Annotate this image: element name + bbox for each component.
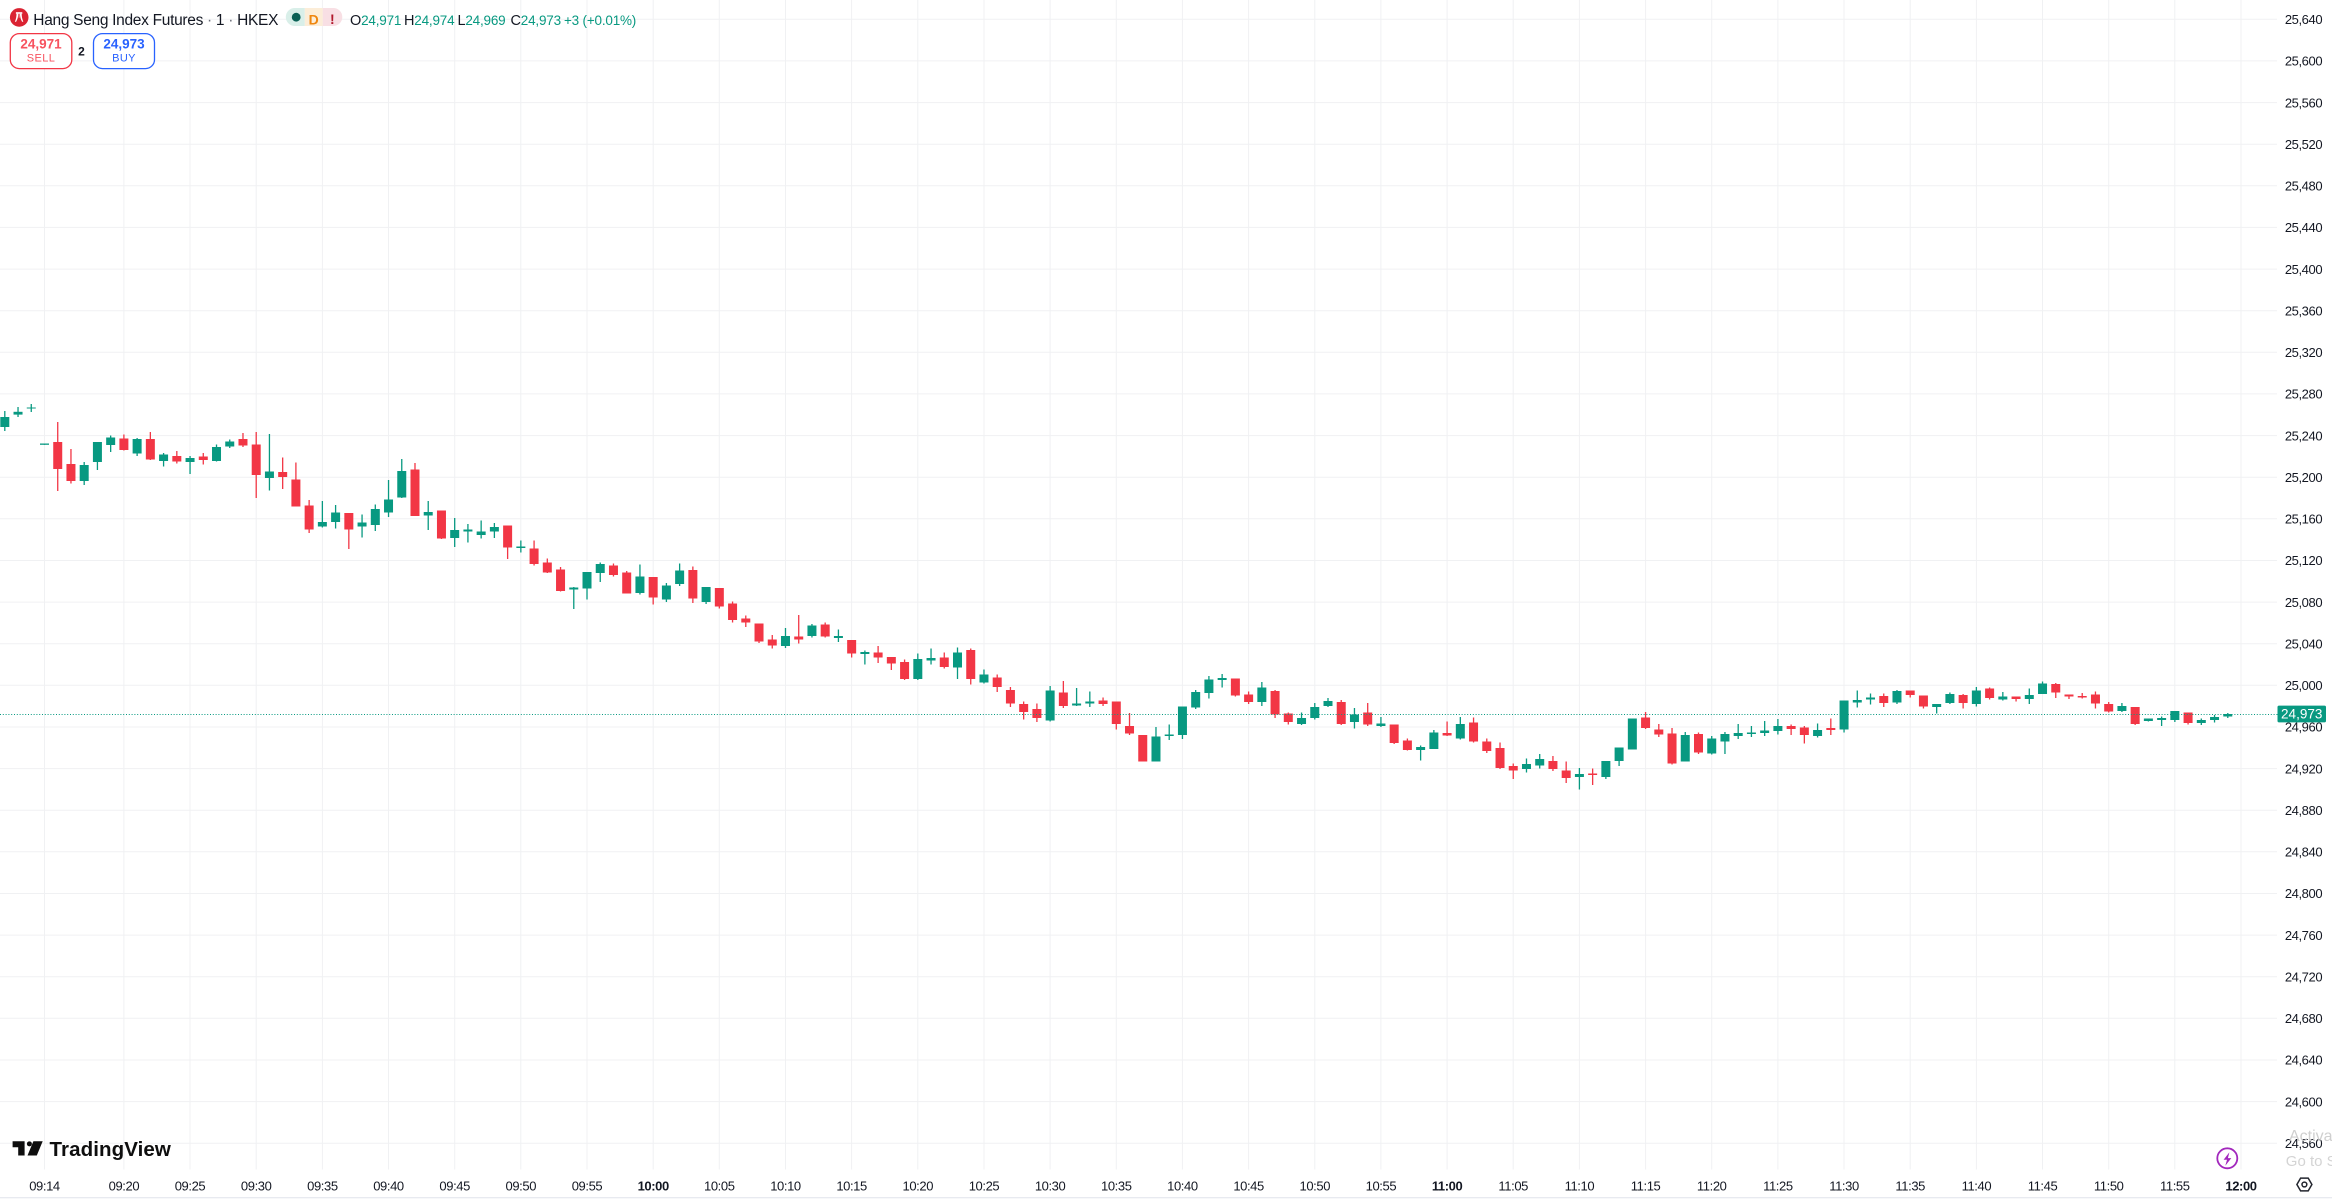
svg-text:Hang Seng Index Futures · 1 ·: Hang Seng Index Futures · 1 · HKEX: [33, 12, 279, 29]
svg-text:24,720: 24,720: [2285, 969, 2323, 984]
svg-text:25,000: 25,000: [2285, 678, 2323, 693]
svg-text:25,080: 25,080: [2285, 595, 2323, 610]
svg-text:10:50: 10:50: [1300, 1179, 1331, 1194]
svg-text:09:45: 09:45: [439, 1179, 470, 1194]
svg-text:L24,969: L24,969: [458, 13, 506, 29]
svg-text:09:35: 09:35: [307, 1179, 338, 1194]
svg-text:SELL: SELL: [27, 53, 56, 65]
svg-text:24,973: 24,973: [2281, 707, 2322, 722]
svg-text:25,440: 25,440: [2285, 220, 2323, 235]
svg-text:11:50: 11:50: [2094, 1179, 2124, 1194]
svg-text:24,971: 24,971: [20, 37, 62, 52]
svg-text:25,160: 25,160: [2285, 512, 2323, 527]
svg-text:10:30: 10:30: [1035, 1179, 1066, 1194]
svg-text:11:00: 11:00: [1432, 1179, 1463, 1194]
svg-text:11:10: 11:10: [1565, 1179, 1595, 1194]
svg-text:25,320: 25,320: [2285, 345, 2323, 360]
svg-text:Go to Settings to activate: Go to Settings to activate: [2286, 1153, 2332, 1170]
svg-text:09:25: 09:25: [175, 1179, 206, 1194]
svg-text:11:20: 11:20: [1697, 1179, 1727, 1194]
svg-text:24,920: 24,920: [2285, 761, 2323, 776]
svg-text:D: D: [309, 11, 319, 27]
svg-text:25,240: 25,240: [2285, 428, 2323, 443]
svg-text:11:55: 11:55: [2160, 1179, 2190, 1194]
svg-text:+3 (+0.01%): +3 (+0.01%): [564, 13, 636, 28]
svg-text:25,360: 25,360: [2285, 303, 2323, 318]
svg-text:10:00: 10:00: [638, 1179, 669, 1194]
svg-text:10:25: 10:25: [969, 1179, 1000, 1194]
svg-text:09:40: 09:40: [373, 1179, 404, 1194]
svg-text:09:55: 09:55: [572, 1179, 603, 1194]
svg-text:11:05: 11:05: [1498, 1179, 1528, 1194]
svg-text:10:15: 10:15: [836, 1179, 867, 1194]
svg-text:25,600: 25,600: [2285, 54, 2323, 69]
svg-text:24,600: 24,600: [2285, 1094, 2323, 1109]
svg-text:09:50: 09:50: [506, 1179, 537, 1194]
svg-text:12:00: 12:00: [2225, 1179, 2256, 1194]
svg-text:25,040: 25,040: [2285, 636, 2323, 651]
svg-text:BUY: BUY: [112, 53, 136, 65]
svg-text:11:25: 11:25: [1763, 1179, 1793, 1194]
svg-text:25,520: 25,520: [2285, 137, 2323, 152]
svg-text:24,960: 24,960: [2285, 720, 2323, 735]
svg-text:24,840: 24,840: [2285, 845, 2323, 860]
svg-text:10:55: 10:55: [1366, 1179, 1397, 1194]
svg-text:10:10: 10:10: [770, 1179, 801, 1194]
svg-text:25,480: 25,480: [2285, 179, 2323, 194]
svg-text:2: 2: [78, 44, 85, 58]
svg-text:24,760: 24,760: [2285, 928, 2323, 943]
svg-text:25,560: 25,560: [2285, 95, 2323, 110]
svg-text:24,640: 24,640: [2285, 1053, 2323, 1068]
svg-text:25,640: 25,640: [2285, 12, 2323, 27]
svg-text:11:30: 11:30: [1829, 1179, 1859, 1194]
svg-text:10:20: 10:20: [903, 1179, 934, 1194]
svg-text:Activate Windows: Activate Windows: [2289, 1128, 2332, 1145]
svg-text:25,280: 25,280: [2285, 387, 2323, 402]
svg-text:09:30: 09:30: [241, 1179, 272, 1194]
svg-text:09:20: 09:20: [109, 1179, 140, 1194]
svg-text:10:35: 10:35: [1101, 1179, 1132, 1194]
svg-text:10:05: 10:05: [704, 1179, 735, 1194]
svg-text:TradingView: TradingView: [50, 1138, 171, 1161]
svg-text:11:15: 11:15: [1631, 1179, 1661, 1194]
svg-text:10:45: 10:45: [1233, 1179, 1264, 1194]
svg-text:11:45: 11:45: [2028, 1179, 2058, 1194]
svg-text:24,880: 24,880: [2285, 803, 2323, 818]
svg-text:25,200: 25,200: [2285, 470, 2323, 485]
svg-text:24,973: 24,973: [103, 37, 145, 52]
svg-text:24,560: 24,560: [2285, 1136, 2323, 1151]
svg-text:10:40: 10:40: [1167, 1179, 1198, 1194]
svg-text:!: !: [330, 11, 335, 27]
svg-text:H24,974: H24,974: [404, 13, 455, 29]
svg-text:25,120: 25,120: [2285, 553, 2323, 568]
svg-text:O24,971: O24,971: [350, 13, 401, 29]
svg-text:24,680: 24,680: [2285, 1011, 2323, 1026]
svg-text:11:40: 11:40: [1962, 1179, 1992, 1194]
svg-text:24,800: 24,800: [2285, 886, 2323, 901]
svg-text:11:35: 11:35: [1895, 1179, 1925, 1194]
svg-text:25,400: 25,400: [2285, 262, 2323, 277]
svg-text:09:14: 09:14: [29, 1179, 60, 1194]
svg-text:C24,973: C24,973: [511, 13, 561, 29]
